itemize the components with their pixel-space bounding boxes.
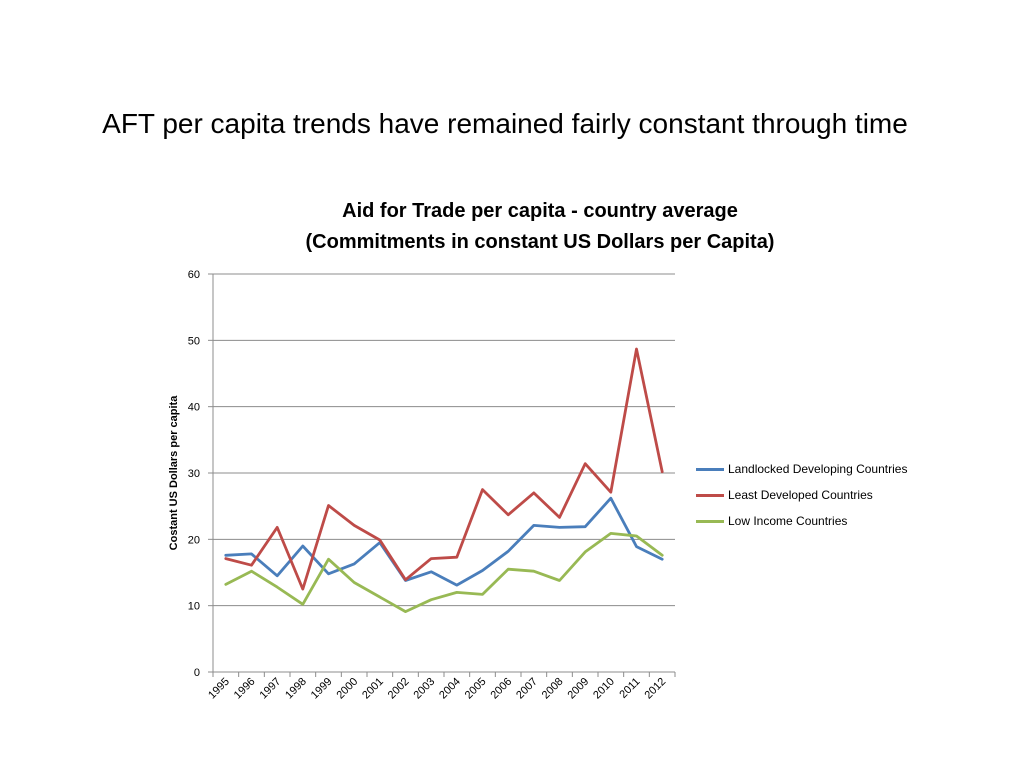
x-tick-label: 1995	[206, 676, 232, 702]
chart-title-block: Aid for Trade per capita - country avera…	[200, 196, 880, 258]
x-tick-label: 2010	[591, 676, 617, 702]
x-tick-label: 2004	[437, 676, 463, 702]
y-tick-label: 0	[194, 667, 200, 679]
x-tick-label: 2012	[642, 676, 668, 702]
x-tick-label: 2011	[617, 676, 642, 701]
x-tick-label: 1999	[309, 676, 335, 702]
x-tick-label: 2005	[463, 676, 489, 702]
x-tick-labels: 1995 1996 1997 1998 1999 2000 2001 2002 2003 2004…	[206, 676, 668, 702]
y-tick-label: 50	[188, 335, 200, 347]
legend-label: Landlocked Developing Countries	[728, 462, 908, 476]
x-tick-label: 2008	[540, 676, 566, 702]
legend-item: Least Developed Countries	[696, 482, 907, 508]
y-tick-label: 10	[188, 601, 200, 613]
series-line	[224, 532, 664, 613]
y-axis-label: Costant US Dollars per capita	[168, 395, 180, 551]
grid-lines	[208, 273, 675, 673]
slide-title: AFT per capita trends have remained fair…	[102, 108, 908, 139]
x-tick-label: 2001	[360, 676, 386, 702]
y-tick-label: 40	[188, 402, 200, 414]
y-tick-label: 20	[188, 534, 200, 546]
x-tick-label: 2006	[488, 676, 514, 702]
x-tick-label: 1997	[257, 676, 283, 702]
x-tick-label: 1998	[283, 676, 309, 702]
axes	[212, 274, 676, 677]
legend-label: Least Developed Countries	[728, 488, 873, 502]
chart-subtitle: (Commitments in constant US Dollars per …	[305, 231, 775, 253]
x-tick-label: 2007	[514, 676, 540, 702]
legend-swatch	[696, 467, 724, 471]
y-tick-label: 30	[188, 468, 200, 480]
legend-label: Low Income Countries	[728, 514, 848, 528]
series-line	[224, 347, 664, 591]
x-tick-label: 2003	[411, 676, 437, 702]
y-tick-label: 60	[188, 269, 200, 281]
x-tick-label: 1996	[232, 676, 258, 702]
x-tick-label: 2000	[334, 676, 360, 702]
series-lines	[224, 347, 664, 613]
legend-swatch	[696, 493, 724, 497]
legend: Landlocked Developing Countries Least Dev…	[696, 456, 907, 534]
x-tick-label: 2002	[386, 676, 412, 702]
x-tick-label: 2009	[565, 676, 591, 702]
legend-item: Low Income Countries	[696, 508, 907, 534]
chart-title: Aid for Trade per capita - country avera…	[342, 200, 738, 222]
legend-item: Landlocked Developing Countries	[696, 456, 907, 482]
series-line	[224, 496, 664, 587]
legend-swatch	[696, 519, 724, 523]
y-tick-labels: 0 10 20 30 40 50 60	[188, 269, 200, 679]
